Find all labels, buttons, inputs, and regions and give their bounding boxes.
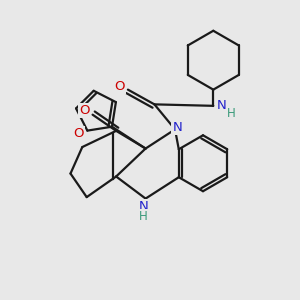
Text: O: O bbox=[114, 80, 125, 93]
Text: O: O bbox=[73, 127, 84, 140]
Text: N: N bbox=[172, 121, 182, 134]
Text: N: N bbox=[217, 99, 226, 112]
Text: H: H bbox=[227, 107, 236, 120]
Text: N: N bbox=[138, 200, 148, 213]
Text: O: O bbox=[79, 104, 90, 117]
Text: H: H bbox=[139, 210, 148, 223]
